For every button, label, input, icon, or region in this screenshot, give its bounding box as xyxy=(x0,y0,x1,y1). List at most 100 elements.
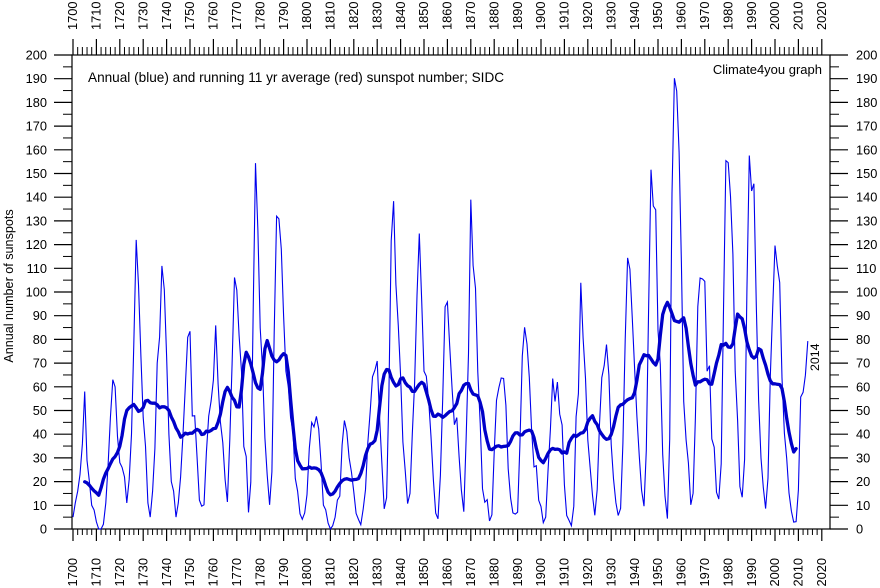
x-tick-label-top: 1770 xyxy=(229,2,244,30)
y-tick-label-left: 160 xyxy=(26,142,47,157)
y-tick-label-left: 20 xyxy=(33,474,47,489)
x-tick-label-bottom: 1720 xyxy=(112,558,127,586)
x-tick-label-top: 1910 xyxy=(557,2,572,30)
data-series xyxy=(72,78,809,531)
x-tick-label-top: 2010 xyxy=(791,2,806,30)
x-tick-label-bottom: 1840 xyxy=(393,558,408,586)
x-tick-label-top: 1990 xyxy=(744,2,759,30)
y-tick-label-right: 80 xyxy=(856,332,870,347)
x-tick-label-top: 1760 xyxy=(206,2,221,30)
y-tick-label-left: 70 xyxy=(33,356,47,371)
x-tick-label-bottom: 1960 xyxy=(674,558,689,586)
x-tick-label-bottom: 1770 xyxy=(229,558,244,586)
chart-title: Annual (blue) and running 11 yr average … xyxy=(88,70,504,85)
x-tick-label-bottom: 1710 xyxy=(89,558,104,586)
x-tick-label-top: 1850 xyxy=(416,2,431,30)
y-tick-label-right: 180 xyxy=(856,95,877,110)
y-tick-label-left: 170 xyxy=(26,119,47,134)
y-tick-label-left: 100 xyxy=(26,285,47,300)
x-tick-label-bottom: 1880 xyxy=(486,558,501,586)
x-tick-label-top: 1950 xyxy=(650,2,665,30)
x-tick-label-bottom: 1740 xyxy=(159,558,174,586)
y-tick-label-right: 50 xyxy=(856,403,870,418)
y-tick-label-left: 80 xyxy=(33,332,47,347)
y-tick-label-right: 130 xyxy=(856,213,877,228)
x-tick-label-top: 1840 xyxy=(393,2,408,30)
x-tick-label-bottom: 1830 xyxy=(369,558,384,586)
x-tick-label-bottom: 1820 xyxy=(346,558,361,586)
x-tick-label-top: 1700 xyxy=(65,2,80,30)
y-tick-label-right: 100 xyxy=(856,285,877,300)
y-tick-label-right: 70 xyxy=(856,356,870,371)
x-tick-label-top: 1710 xyxy=(89,2,104,30)
x-tick-label-bottom: 1990 xyxy=(744,558,759,586)
x-tick-label-top: 1730 xyxy=(135,2,150,30)
x-tick-label-bottom: 1950 xyxy=(650,558,665,586)
x-tick-label-top: 1900 xyxy=(533,2,548,30)
y-tick-label-left: 120 xyxy=(26,237,47,252)
x-tick-label-top: 1960 xyxy=(674,2,689,30)
x-tick-label-bottom: 1790 xyxy=(276,558,291,586)
y-tick-label-right: 200 xyxy=(856,48,877,63)
x-tick-label-bottom: 1980 xyxy=(720,558,735,586)
y-tick-label-left: 60 xyxy=(33,379,47,394)
x-tick-label-bottom: 1810 xyxy=(323,558,338,586)
x-tick-label-bottom: 1780 xyxy=(252,558,267,586)
x-tick-label-bottom: 1930 xyxy=(603,558,618,586)
x-tick-label-bottom: 2000 xyxy=(767,558,782,586)
x-tick-label-bottom: 1870 xyxy=(463,558,478,586)
y-tick-label-left: 90 xyxy=(33,308,47,323)
x-tick-label-bottom: 1850 xyxy=(416,558,431,586)
x-tick-label-top: 1790 xyxy=(276,2,291,30)
x-tick-label-bottom: 1750 xyxy=(182,558,197,586)
watermark-label: Climate4you graph xyxy=(713,62,822,77)
x-tick-label-top: 1890 xyxy=(510,2,525,30)
y-tick-label-right: 110 xyxy=(856,261,876,276)
y-tick-label-right: 0 xyxy=(856,522,863,537)
x-tick-label-top: 1930 xyxy=(603,2,618,30)
running-average-line xyxy=(83,300,798,497)
x-tick-label-bottom: 1900 xyxy=(533,558,548,586)
x-tick-label-top: 1830 xyxy=(369,2,384,30)
x-tick-label-top: 2020 xyxy=(814,2,829,30)
x-tick-label-top: 1800 xyxy=(299,2,314,30)
x-tick-label-top: 1920 xyxy=(580,2,595,30)
y-tick-label-left: 40 xyxy=(33,427,47,442)
axes: 1700170017101710172017201730173017401740… xyxy=(26,2,878,587)
y-tick-label-right: 140 xyxy=(856,190,877,205)
y-tick-label-left: 200 xyxy=(26,48,47,63)
y-tick-label-right: 30 xyxy=(856,450,870,465)
y-tick-label-right: 170 xyxy=(856,119,877,134)
y-tick-label-left: 50 xyxy=(33,403,47,418)
y-tick-label-left: 180 xyxy=(26,95,47,110)
x-tick-label-top: 1780 xyxy=(252,2,267,30)
x-tick-label-bottom: 1700 xyxy=(65,558,80,586)
y-tick-label-right: 150 xyxy=(856,166,877,181)
x-tick-label-bottom: 1920 xyxy=(580,558,595,586)
annual-series-line xyxy=(72,78,809,531)
y-tick-label-left: 110 xyxy=(27,261,47,276)
y-tick-label-right: 60 xyxy=(856,379,870,394)
x-tick-label-top: 1880 xyxy=(486,2,501,30)
y-tick-label-right: 10 xyxy=(856,498,870,513)
x-tick-label-top: 1860 xyxy=(440,2,455,30)
x-tick-label-top: 1740 xyxy=(159,2,174,30)
x-tick-label-bottom: 2020 xyxy=(814,558,829,586)
x-tick-label-top: 1940 xyxy=(627,2,642,30)
y-tick-label-right: 120 xyxy=(856,237,877,252)
x-tick-label-bottom: 1940 xyxy=(627,558,642,586)
x-tick-label-bottom: 1910 xyxy=(557,558,572,586)
x-tick-label-top: 1810 xyxy=(323,2,338,30)
plot-border xyxy=(71,54,831,530)
x-tick-label-top: 1980 xyxy=(720,2,735,30)
y-tick-label-left: 140 xyxy=(26,190,47,205)
y-tick-label-left: 0 xyxy=(40,522,47,537)
y-tick-label-right: 190 xyxy=(856,71,877,86)
x-tick-label-bottom: 1730 xyxy=(135,558,150,586)
x-tick-label-top: 1820 xyxy=(346,2,361,30)
x-tick-label-top: 1750 xyxy=(182,2,197,30)
x-tick-label-bottom: 1760 xyxy=(206,558,221,586)
y-tick-label-left: 150 xyxy=(26,166,47,181)
